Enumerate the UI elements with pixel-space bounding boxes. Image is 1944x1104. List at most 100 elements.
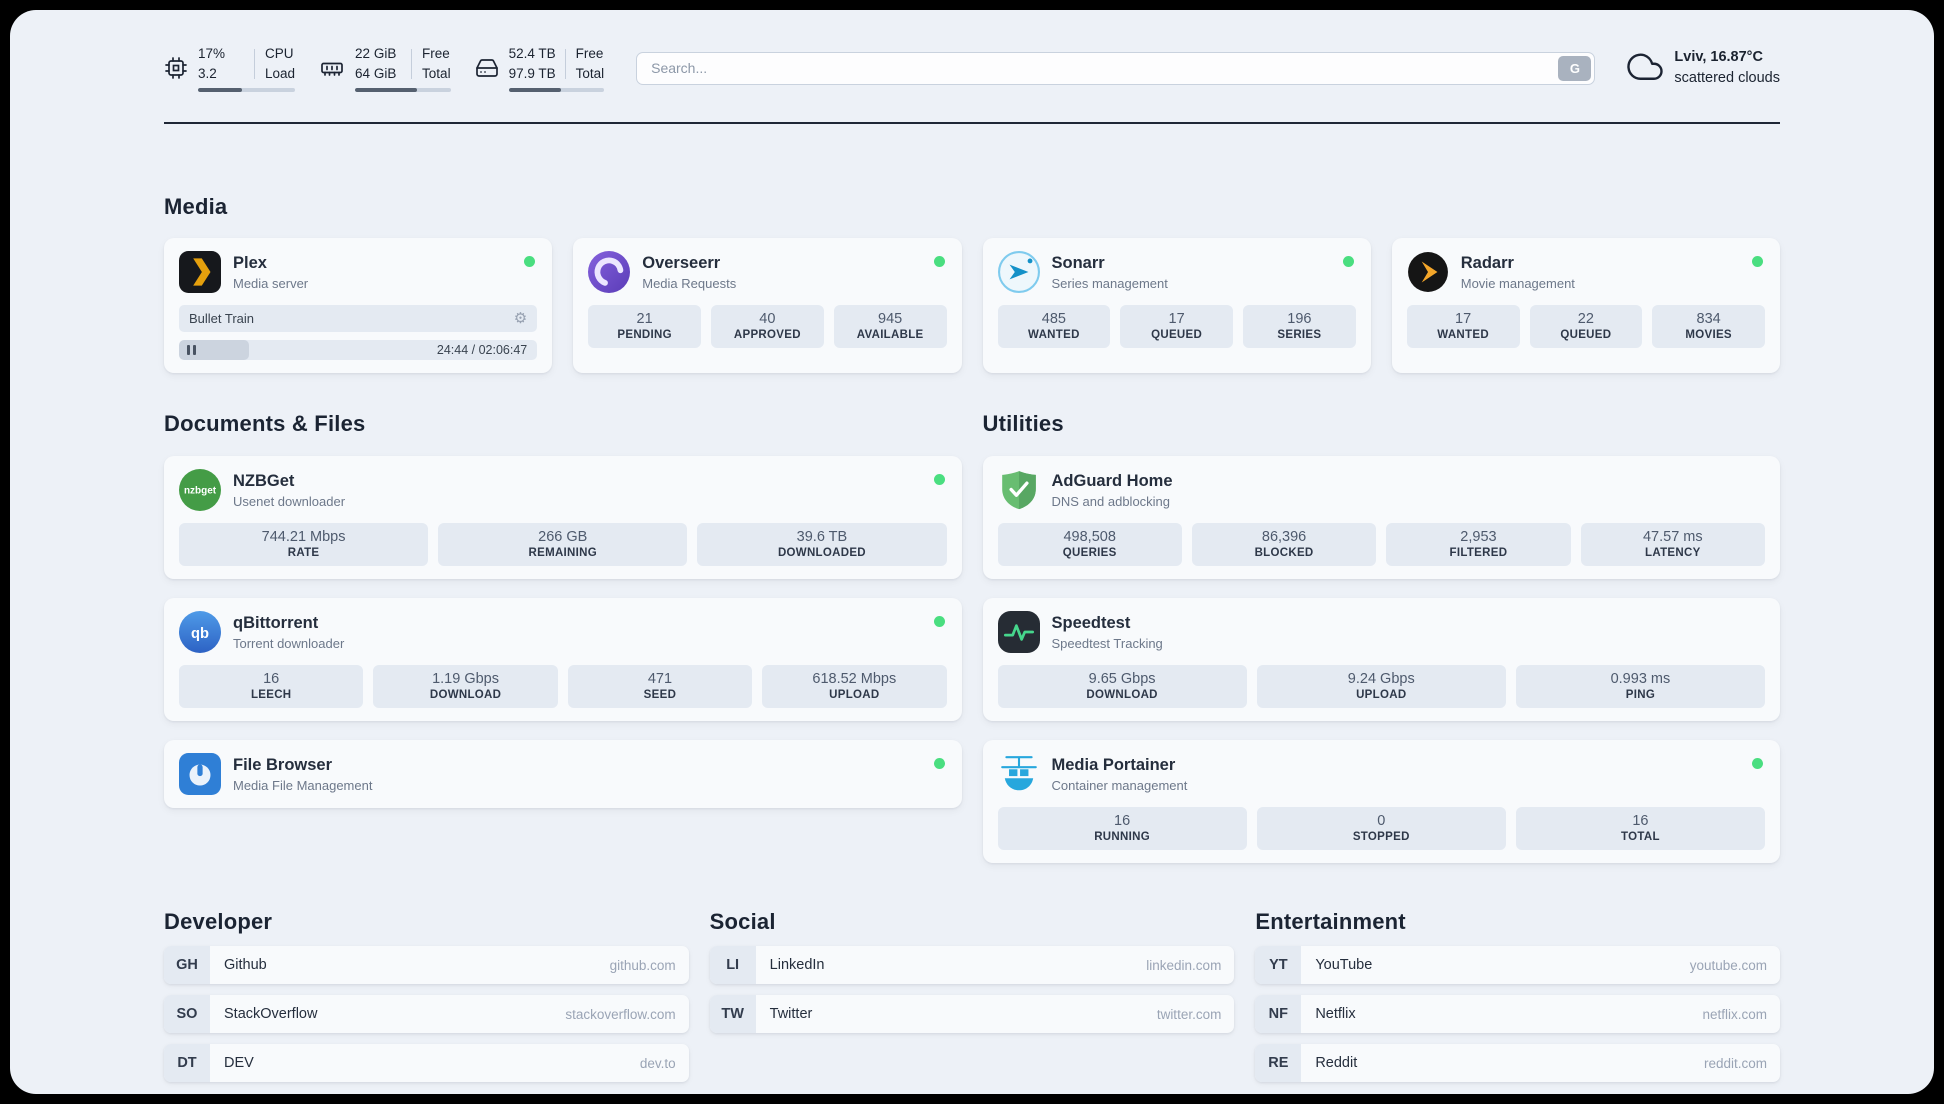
status-dot: [933, 474, 945, 486]
app-card-overseerr[interactable]: Overseerr Media Requests 21 PENDING 40 A…: [573, 238, 962, 374]
cpu-usage-value: 17%: [198, 46, 226, 61]
bookmark-url: youtube.com: [1689, 957, 1767, 973]
memory-total-value: 64 GiB: [355, 65, 397, 81]
status-dot: [1752, 758, 1763, 770]
stat-downloaded: 39.6 TB DOWNLOADED: [697, 523, 947, 567]
content-container: 17% 3.2 CPU Load: [164, 10, 1780, 1083]
dashboard-page: 17% 3.2 CPU Load: [10, 10, 1934, 1094]
storage-total-label: Total: [575, 65, 605, 81]
bookmarks-grid: Developer GH Github github.com SO StackO…: [164, 909, 1780, 1083]
stat-value: 1.19 Gbps: [432, 671, 500, 688]
section-title-social: Social: [709, 909, 776, 935]
memory-progress-fill: [355, 88, 418, 93]
stat-available: 945 AVAILABLE: [833, 305, 947, 349]
stat-label: DOWNLOAD: [1086, 689, 1158, 702]
vertical-divider: [254, 48, 255, 79]
app-card-filebrowser[interactable]: File Browser Media File Management: [164, 740, 962, 809]
vertical-divider: [564, 48, 566, 79]
app-name: qBittorrent: [233, 613, 319, 632]
stat-value: 834: [1696, 311, 1721, 328]
app-card-qbittorrent[interactable]: qb qBittorrent Torrent downloader 16 LEE…: [164, 598, 962, 722]
storage-free-value: 52.4 TB: [508, 46, 556, 61]
header-divider: [164, 122, 1780, 125]
playback-time: 24:44 / 02:06:47: [436, 343, 528, 358]
bookmark-netflix[interactable]: NF Netflix netflix.com: [1255, 995, 1780, 1034]
stat-label: QUEUED: [1151, 329, 1203, 342]
adguard-icon: [998, 469, 1040, 511]
nzbget-icon: nzbget: [179, 469, 221, 512]
storage-total-value: 97.9 TB: [508, 65, 556, 81]
cpu-progress-fill: [198, 88, 242, 93]
bookmark-linkedin[interactable]: LI LinkedIn linkedin.com: [709, 946, 1235, 985]
app-card-adguard[interactable]: AdGuard Home DNS and adblocking 498,508 …: [982, 456, 1780, 580]
vertical-divider: [411, 48, 413, 79]
bookmark-name: StackOverflow: [224, 1006, 318, 1023]
stat-value: 16: [1114, 813, 1131, 830]
bookmark-abbr: RE: [1255, 1044, 1302, 1083]
app-subtitle: Container management: [1051, 777, 1188, 793]
stat-label: QUEUED: [1560, 329, 1612, 342]
app-card-plex[interactable]: Plex Media server Bullet Train ⚙ 24:44 /…: [164, 238, 553, 374]
bookmark-abbr: TW: [709, 995, 756, 1034]
search-input[interactable]: [636, 51, 1596, 85]
storage-free-label: Free: [575, 46, 604, 61]
bookmark-stackoverflow[interactable]: SO StackOverflow stackoverflow.com: [164, 995, 689, 1034]
bookmark-abbr: LI: [709, 946, 756, 985]
stat-download: 1.19 Gbps DOWNLOAD: [373, 665, 558, 709]
app-card-sonarr[interactable]: Sonarr Series management 485 WANTED 17 Q…: [982, 238, 1371, 374]
weather-widget[interactable]: Lviv, 16.87°C scattered clouds: [1627, 47, 1780, 89]
bookmark-twitter[interactable]: TW Twitter twitter.com: [709, 995, 1235, 1034]
radarr-icon: [1407, 251, 1449, 293]
stat-label: DOWNLOADED: [777, 547, 866, 560]
bookmark-github[interactable]: GH Github github.com: [164, 946, 689, 985]
weather-condition: scattered clouds: [1674, 70, 1780, 87]
filebrowser-icon: [179, 753, 221, 796]
storage-progress-fill: [508, 88, 562, 93]
app-subtitle: Media server: [233, 275, 309, 291]
bookmark-name: Twitter: [769, 1006, 813, 1023]
stat-value: 40: [759, 311, 776, 328]
stat-rate: 744.21 Mbps RATE: [179, 523, 429, 567]
stat-label: WANTED: [1028, 329, 1080, 342]
bookmark-name: Netflix: [1315, 1006, 1356, 1023]
stat-download: 9.65 Gbps DOWNLOAD: [997, 665, 1247, 709]
app-card-radarr[interactable]: Radarr Movie management 17 WANTED 22 QUE…: [1391, 238, 1780, 374]
stat-value: 9.65 Gbps: [1088, 671, 1156, 688]
stat-label: SERIES: [1277, 329, 1322, 342]
bookmark-url: github.com: [609, 957, 676, 973]
app-card-portainer[interactable]: Media Portainer Container management 16 …: [982, 740, 1780, 864]
stat-value: 21: [636, 311, 653, 328]
stat-value: 86,396: [1261, 529, 1307, 546]
gear-icon[interactable]: ⚙: [513, 310, 528, 328]
bookmark-reddit[interactable]: RE Reddit reddit.com: [1255, 1044, 1780, 1083]
stat-label: BLOCKED: [1254, 547, 1314, 560]
stat-label: APPROVED: [733, 329, 801, 342]
stat-value: 17: [1455, 311, 1472, 328]
pause-icon[interactable]: [187, 345, 196, 356]
app-card-nzbget[interactable]: nzbget NZBGet Usenet downloader 744.21 M…: [164, 456, 962, 580]
section-entertainment: Entertainment YT YouTube youtube.com NF …: [1255, 909, 1780, 1083]
bookmark-url: reddit.com: [1703, 1055, 1767, 1071]
playback-progress-bar[interactable]: 24:44 / 02:06:47: [179, 340, 538, 361]
stat-value: 0: [1377, 813, 1386, 830]
app-card-speedtest[interactable]: Speedtest Speedtest Tracking 9.65 Gbps D…: [982, 598, 1780, 722]
stat-label: LEECH: [250, 689, 292, 702]
memory-total-label: Total: [422, 65, 451, 81]
stat-blocked: 86,396 BLOCKED: [1191, 523, 1377, 567]
stat-value: 39.6 TB: [796, 529, 848, 546]
search-engine-button[interactable]: G: [1558, 55, 1592, 81]
bookmark-dev[interactable]: DT DEV dev.to: [164, 1044, 689, 1083]
section-documents: Documents & Files nzbget NZBGet Usenet d…: [164, 411, 962, 809]
storage-stat-widget: 52.4 TB 97.9 TB Free Total: [475, 44, 605, 93]
stat-value: 9.24 Gbps: [1347, 671, 1415, 688]
app-name: Sonarr: [1051, 253, 1105, 272]
stat-label: DOWNLOAD: [429, 689, 502, 702]
app-subtitle: Media File Management: [233, 777, 373, 793]
bookmark-abbr: GH: [164, 946, 210, 985]
top-bar: 17% 3.2 CPU Load: [164, 10, 1780, 93]
bookmark-youtube[interactable]: YT YouTube youtube.com: [1255, 946, 1780, 985]
bookmark-name: Reddit: [1315, 1055, 1358, 1072]
stat-label: TOTAL: [1621, 831, 1660, 844]
section-title-media: Media: [164, 194, 228, 220]
stat-label: SEED: [643, 689, 677, 702]
